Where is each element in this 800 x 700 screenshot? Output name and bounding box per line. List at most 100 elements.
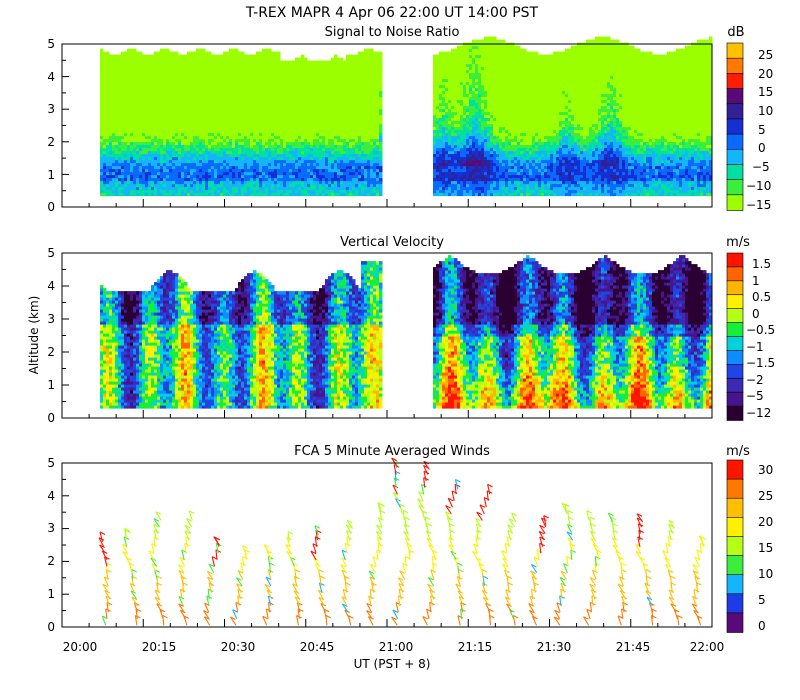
snr-cell — [103, 121, 107, 125]
snr-cell — [298, 124, 302, 128]
snr-cell — [112, 79, 116, 83]
snr-cell — [142, 139, 146, 143]
snr-cell — [457, 73, 461, 77]
snr-cell — [130, 61, 134, 64]
snr-cell — [355, 58, 359, 62]
snr-cell — [379, 133, 383, 137]
snr-cell — [334, 157, 338, 161]
snr-cell — [328, 154, 332, 158]
snr-cell — [169, 187, 173, 191]
snr-cell — [229, 142, 233, 146]
snr-cell — [196, 154, 200, 158]
snr-cell — [340, 172, 344, 176]
snr-cell — [130, 121, 134, 125]
snr-cell — [253, 136, 257, 140]
snr-cell — [304, 145, 308, 149]
snr-cell — [307, 148, 311, 152]
snr-cell — [214, 160, 218, 164]
snr-cell — [448, 79, 452, 83]
snr-cell — [445, 103, 449, 107]
snr-cell — [268, 49, 272, 53]
snr-cell — [367, 103, 371, 107]
snr-cell — [133, 70, 137, 74]
snr-cell — [217, 67, 221, 71]
snr-cell — [112, 190, 116, 194]
snr-cell — [451, 109, 455, 113]
snr-cell — [316, 73, 320, 77]
snr-cell — [193, 151, 197, 155]
snr-cell — [247, 88, 251, 92]
snr-cell — [205, 163, 209, 167]
snr-cell — [325, 142, 329, 146]
snr-cell — [370, 76, 374, 80]
snr-cell — [121, 124, 125, 128]
snr-cell — [286, 166, 290, 170]
snr-cell — [148, 175, 152, 179]
snr-cell — [448, 163, 452, 167]
snr-cell — [448, 88, 452, 92]
snr-cell — [148, 91, 152, 95]
snr-cell — [145, 73, 149, 77]
snr-cell — [247, 76, 251, 80]
snr-cell — [166, 133, 170, 137]
snr-cell — [181, 58, 185, 62]
snr-cell — [355, 70, 359, 74]
snr-cell — [439, 175, 443, 179]
snr-cell — [259, 148, 263, 152]
snr-cell — [361, 97, 365, 101]
snr-cell — [448, 82, 452, 86]
snr-cell — [328, 160, 332, 164]
snr-cell — [187, 79, 191, 83]
snr-cell — [178, 163, 182, 167]
snr-cell — [454, 145, 458, 149]
snr-cell — [379, 100, 383, 104]
snr-cell — [115, 97, 119, 101]
snr-cell — [310, 109, 314, 113]
snr-cell — [160, 127, 164, 131]
snr-cell — [178, 103, 182, 107]
snr-cell — [358, 184, 362, 188]
snr-cell — [136, 52, 140, 56]
snr-cell — [274, 139, 278, 143]
snr-cell — [211, 184, 215, 188]
snr-cell — [370, 52, 374, 56]
snr-cell — [370, 187, 374, 191]
snr-cell — [127, 163, 131, 167]
snr-cell — [451, 193, 455, 197]
snr-cell — [439, 79, 443, 83]
snr-cell — [316, 64, 320, 67]
snr-cell — [139, 58, 143, 62]
snr-cell — [157, 97, 161, 101]
snr-cell — [367, 130, 371, 134]
snr-cell — [316, 100, 320, 104]
snr-cell — [259, 154, 263, 158]
snr-cell — [130, 73, 134, 77]
snr-cell — [442, 175, 446, 179]
snr-cell — [166, 145, 170, 149]
snr-cell — [286, 124, 290, 128]
snr-cell — [346, 106, 350, 110]
snr-cell — [103, 94, 107, 98]
snr-cell — [307, 103, 311, 107]
snr-cell — [124, 109, 128, 113]
snr-cell — [163, 163, 167, 167]
snr-cell — [121, 118, 125, 122]
snr-cell — [280, 157, 284, 161]
snr-cell — [100, 142, 104, 146]
snr-cell — [196, 148, 200, 152]
snr-cell — [271, 85, 275, 89]
snr-cell — [253, 172, 257, 176]
snr-cell — [202, 82, 206, 86]
snr-cell — [355, 145, 359, 149]
snr-cell — [301, 58, 305, 62]
snr-cell — [463, 136, 467, 140]
snr-cell — [463, 190, 467, 194]
snr-cell — [109, 94, 113, 98]
snr-cell — [148, 115, 152, 119]
snr-cell — [349, 100, 353, 104]
snr-cell — [169, 139, 173, 143]
snr-cell — [247, 157, 251, 161]
snr-cell — [322, 163, 326, 167]
snr-cell — [238, 61, 242, 64]
snr-cell — [220, 109, 224, 113]
